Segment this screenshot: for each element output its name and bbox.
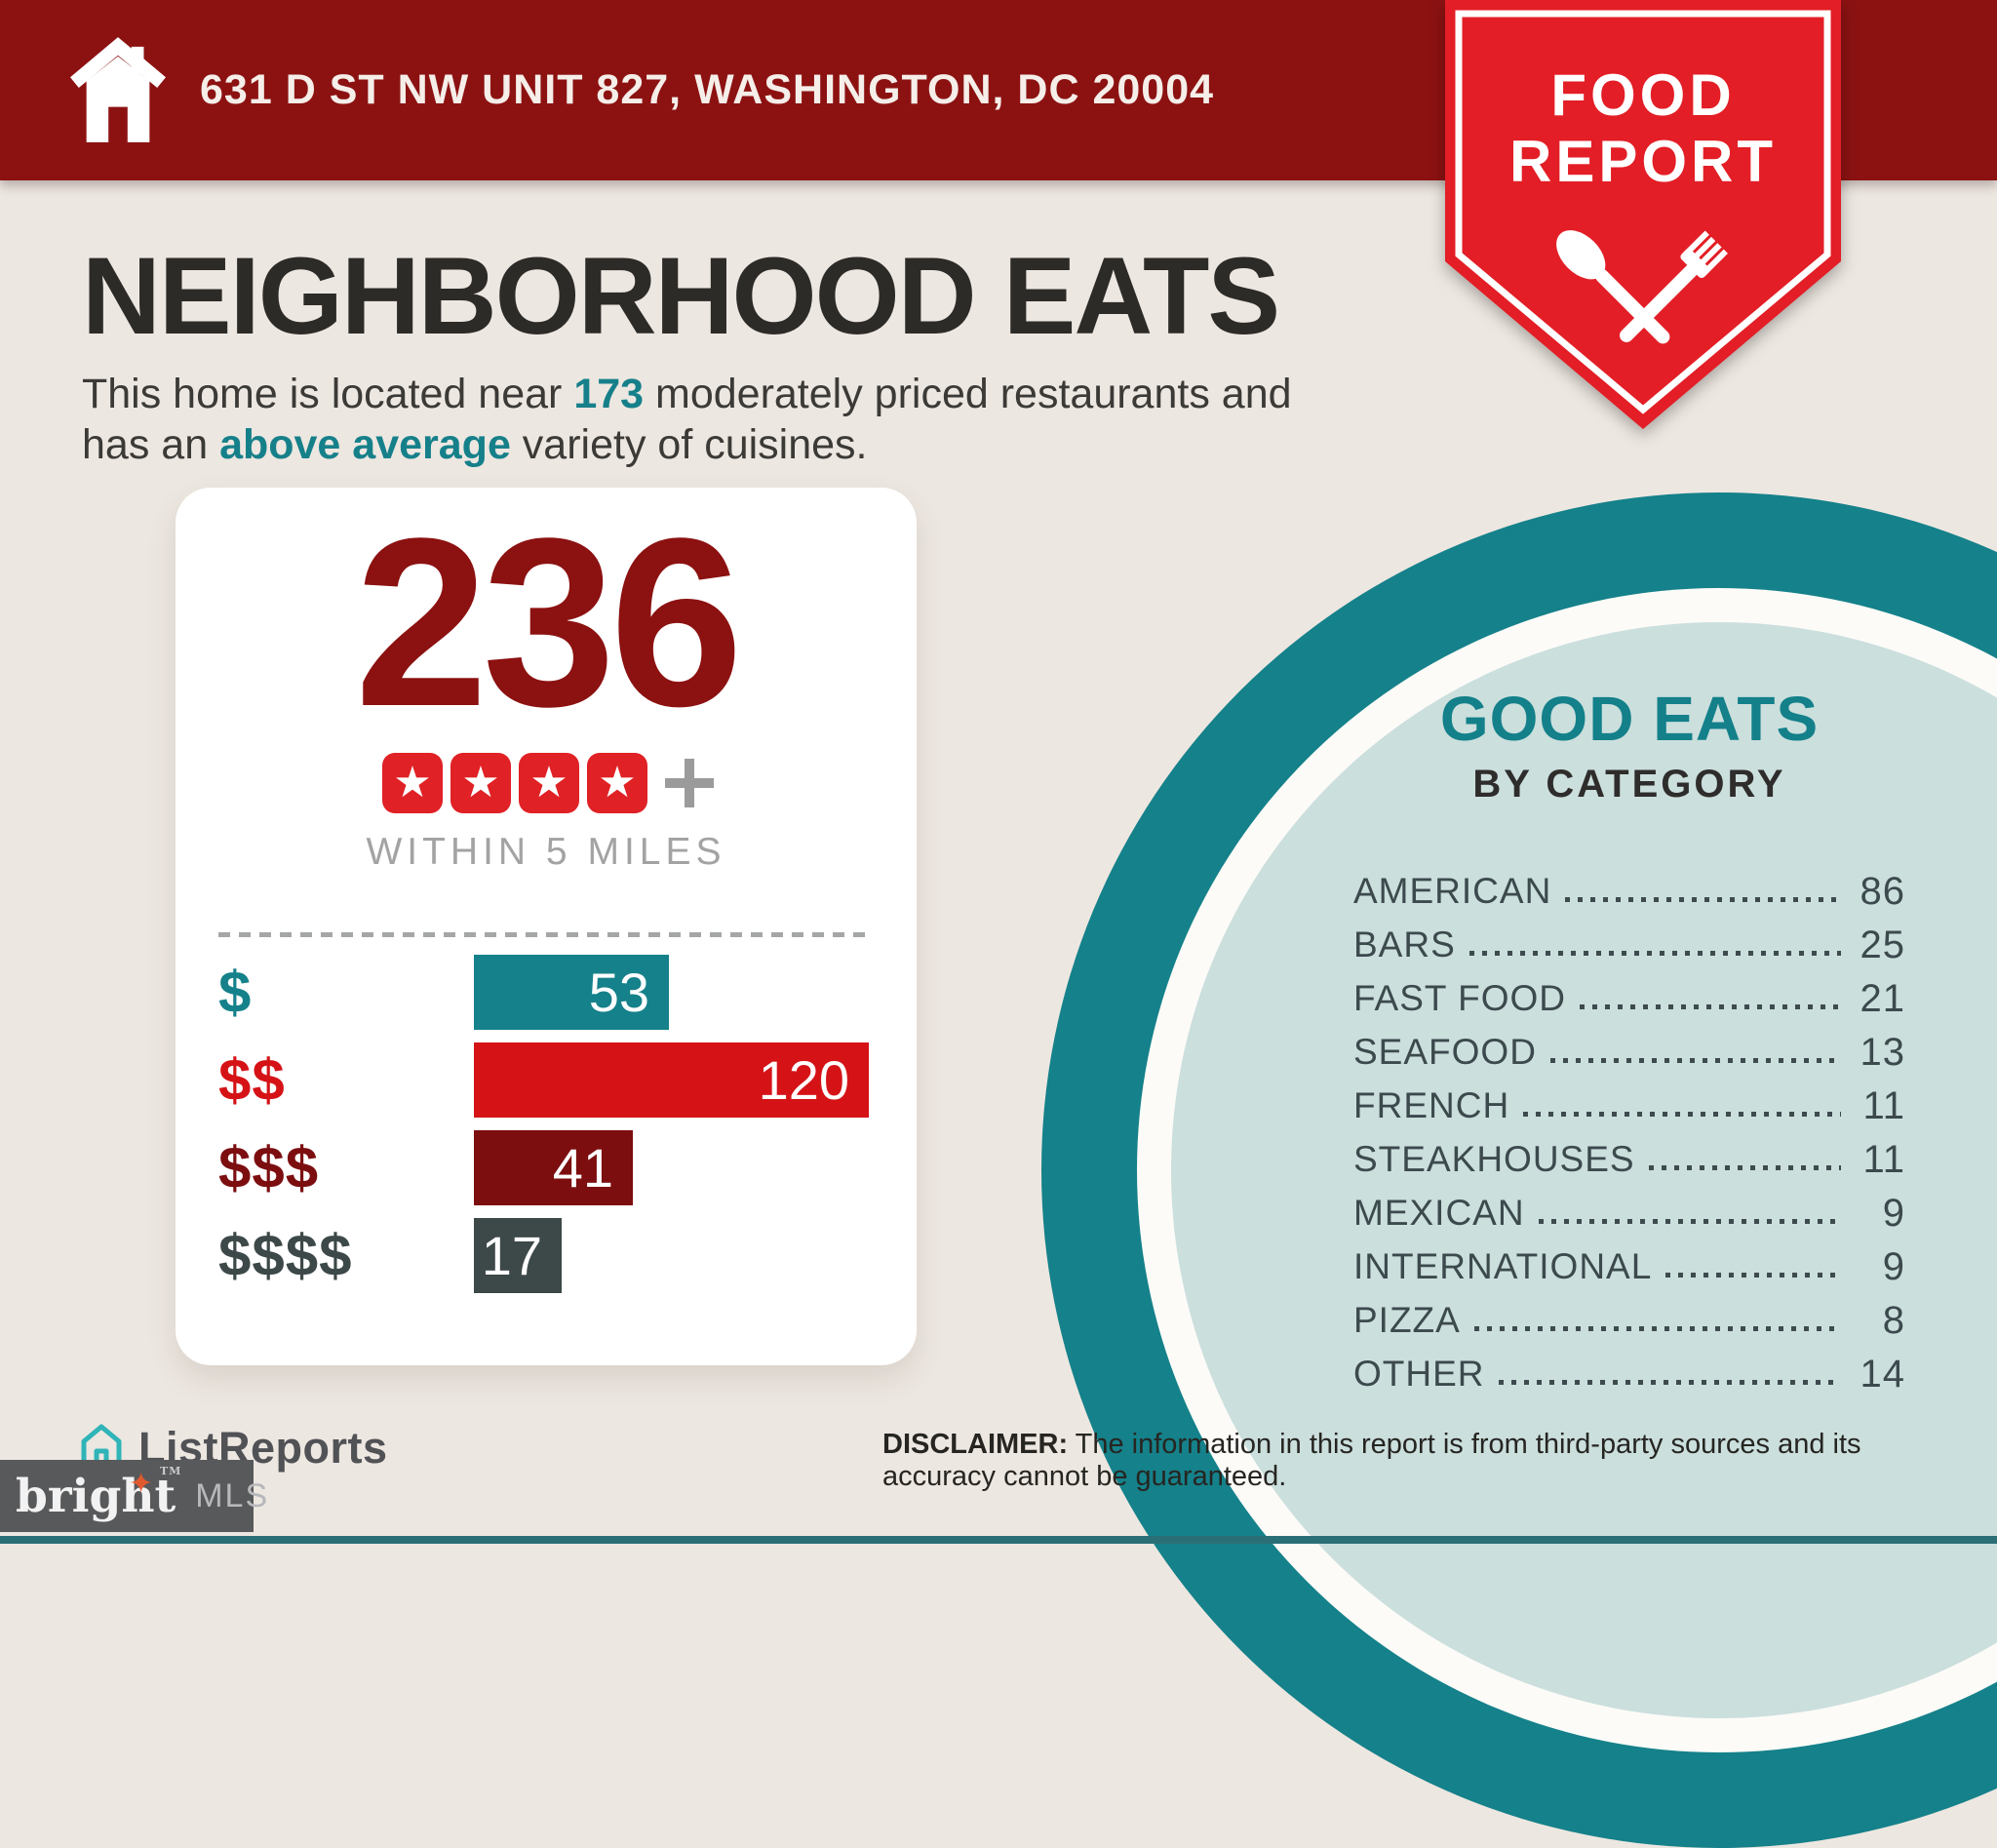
price-tier-label: $$ <box>218 1046 286 1113</box>
ribbon-line1: FOOD <box>1550 62 1735 128</box>
spoon-fork-icon <box>1556 230 1728 344</box>
disclaimer: DISCLAIMER: The information in this repo… <box>882 1429 1975 1493</box>
disclaimer-line-1: DISCLAIMER: The information in this repo… <box>882 1429 1861 1460</box>
price-tier-bar: 41 <box>474 1130 633 1205</box>
disclaimer-line-2: accuracy cannot be guaranteed. <box>882 1461 1287 1492</box>
restaurant-summary-card: 236 ★ ★ ★ ★ WITHIN 5 MILES $53 $$ 120 $$$ 41 $$$… <box>176 488 917 1365</box>
category-value: 11 <box>1862 1084 1905 1127</box>
category-label: PIZZA <box>1353 1300 1461 1341</box>
price-tier-label: $ <box>218 959 253 1025</box>
category-value: 13 <box>1860 1031 1905 1074</box>
category-value: 9 <box>1882 1245 1905 1288</box>
dotted-leader <box>1538 1219 1841 1224</box>
category-row: AMERICAN 86 <box>1353 857 1905 911</box>
stars-row: ★ ★ ★ ★ <box>176 753 917 813</box>
price-tier-label: $$$ <box>218 1134 320 1200</box>
good-eats-list: AMERICAN 86 BARS 25 FAST FOOD 21 SEAFOOD 13 FREN… <box>1353 857 1905 1394</box>
category-label: INTERNATIONAL <box>1353 1246 1653 1287</box>
yelp-star-icon: ★ <box>450 753 511 813</box>
price-tier-value: 17 <box>481 1225 542 1286</box>
dotted-leader <box>1665 1273 1841 1278</box>
property-address: 631 D ST NW UNIT 827, WASHINGTON, DC 200… <box>200 66 1215 113</box>
card-divider <box>218 932 874 937</box>
category-value: 11 <box>1862 1138 1905 1181</box>
category-row: FAST FOOD 21 <box>1353 964 1905 1018</box>
price-tier-bar: 53 <box>474 955 669 1030</box>
category-row: MEXICAN 9 <box>1353 1179 1905 1233</box>
bright-wordmark: bright ✦ TM <box>16 1464 182 1523</box>
dotted-leader <box>1523 1112 1841 1117</box>
dotted-leader <box>1565 897 1841 902</box>
category-row: FRENCH 11 <box>1353 1072 1905 1125</box>
category-row: BARS 25 <box>1353 911 1905 964</box>
dotted-leader <box>1468 951 1841 956</box>
category-label: FRENCH <box>1353 1085 1510 1126</box>
bright-mls-logo: bright ✦ TM MLS <box>0 1460 267 1532</box>
category-row: OTHER 14 <box>1353 1340 1905 1394</box>
price-tier-bar: 120 <box>474 1042 869 1118</box>
plus-icon <box>665 759 714 807</box>
dotted-leader <box>1648 1165 1841 1170</box>
dotted-leader <box>1498 1380 1841 1385</box>
bottom-accent-strip <box>0 1536 1997 1544</box>
dotted-leader <box>1549 1058 1841 1063</box>
intro-line-1: This home is located near 173 moderately… <box>82 371 1292 417</box>
category-value: 21 <box>1860 977 1905 1020</box>
mls-wordmark: MLS <box>195 1476 270 1514</box>
food-report-ribbon: FOOD REPORT <box>1445 0 1841 442</box>
price-tier-bar: 17 <box>474 1218 562 1293</box>
yelp-star-icon: ★ <box>587 753 647 813</box>
intro-text: This home is located near 173 moderately… <box>82 369 1292 470</box>
dotted-leader <box>1580 1004 1841 1009</box>
good-eats-title: GOOD EATS <box>1439 684 1820 754</box>
restaurant-total-count: 236 <box>354 489 743 757</box>
category-label: AMERICAN <box>1353 871 1552 912</box>
price-tier-bar-chart: $53 $$ 120 $$$ 41 $$$$ 17 <box>176 955 917 1306</box>
category-row: PIZZA 8 <box>1353 1286 1905 1340</box>
category-label: SEAFOOD <box>1353 1032 1537 1073</box>
category-label: STEAKHOUSES <box>1353 1139 1635 1180</box>
category-row: STEAKHOUSES 11 <box>1353 1125 1905 1179</box>
category-label: OTHER <box>1353 1354 1485 1395</box>
category-value: 25 <box>1860 924 1905 966</box>
price-tier-value: 41 <box>552 1137 613 1199</box>
good-eats-section: GOOD EATS BY CATEGORY AMERICAN 86 BARS 25 FA… <box>1353 683 1905 1394</box>
price-tier-row: $53 <box>176 955 917 1030</box>
category-row: INTERNATIONAL 9 <box>1353 1233 1905 1286</box>
good-eats-subtitle: BY CATEGORY <box>1472 763 1786 806</box>
price-tier-value: 53 <box>588 962 649 1023</box>
radius-label: WITHIN 5 MILES <box>366 831 726 873</box>
dotted-leader <box>1473 1326 1841 1331</box>
price-tier-value: 120 <box>758 1049 849 1111</box>
price-tier-row: $$ 120 <box>176 1042 917 1118</box>
category-value: 14 <box>1860 1353 1905 1396</box>
ribbon-line2: REPORT <box>1509 129 1777 194</box>
yelp-star-icon: ★ <box>519 753 579 813</box>
bright-star-icon: ✦ <box>129 1466 154 1501</box>
price-tier-row: $$$ 41 <box>176 1130 917 1205</box>
category-value: 9 <box>1882 1192 1905 1235</box>
star-rating: ★ ★ ★ ★ <box>378 753 651 813</box>
page-title: NEIGHBORHOOD EATS <box>82 235 1280 357</box>
category-label: FAST FOOD <box>1353 978 1567 1019</box>
variety-highlight: above average <box>219 421 511 468</box>
category-row: SEAFOOD 13 <box>1353 1018 1905 1072</box>
bright-tm-mark: TM <box>160 1464 182 1477</box>
price-tier-row: $$$$ 17 <box>176 1218 917 1293</box>
category-value: 86 <box>1860 870 1905 913</box>
yelp-star-icon: ★ <box>382 753 443 813</box>
restaurant-count-highlight: 173 <box>573 371 645 417</box>
category-label: BARS <box>1353 924 1456 965</box>
disclaimer-label: DISCLAIMER: <box>882 1429 1069 1460</box>
category-label: MEXICAN <box>1353 1193 1525 1234</box>
intro-line-2: has an above average variety of cuisines… <box>82 421 868 468</box>
category-value: 8 <box>1882 1299 1905 1342</box>
price-tier-label: $$$$ <box>218 1222 353 1288</box>
house-icon <box>70 33 166 151</box>
